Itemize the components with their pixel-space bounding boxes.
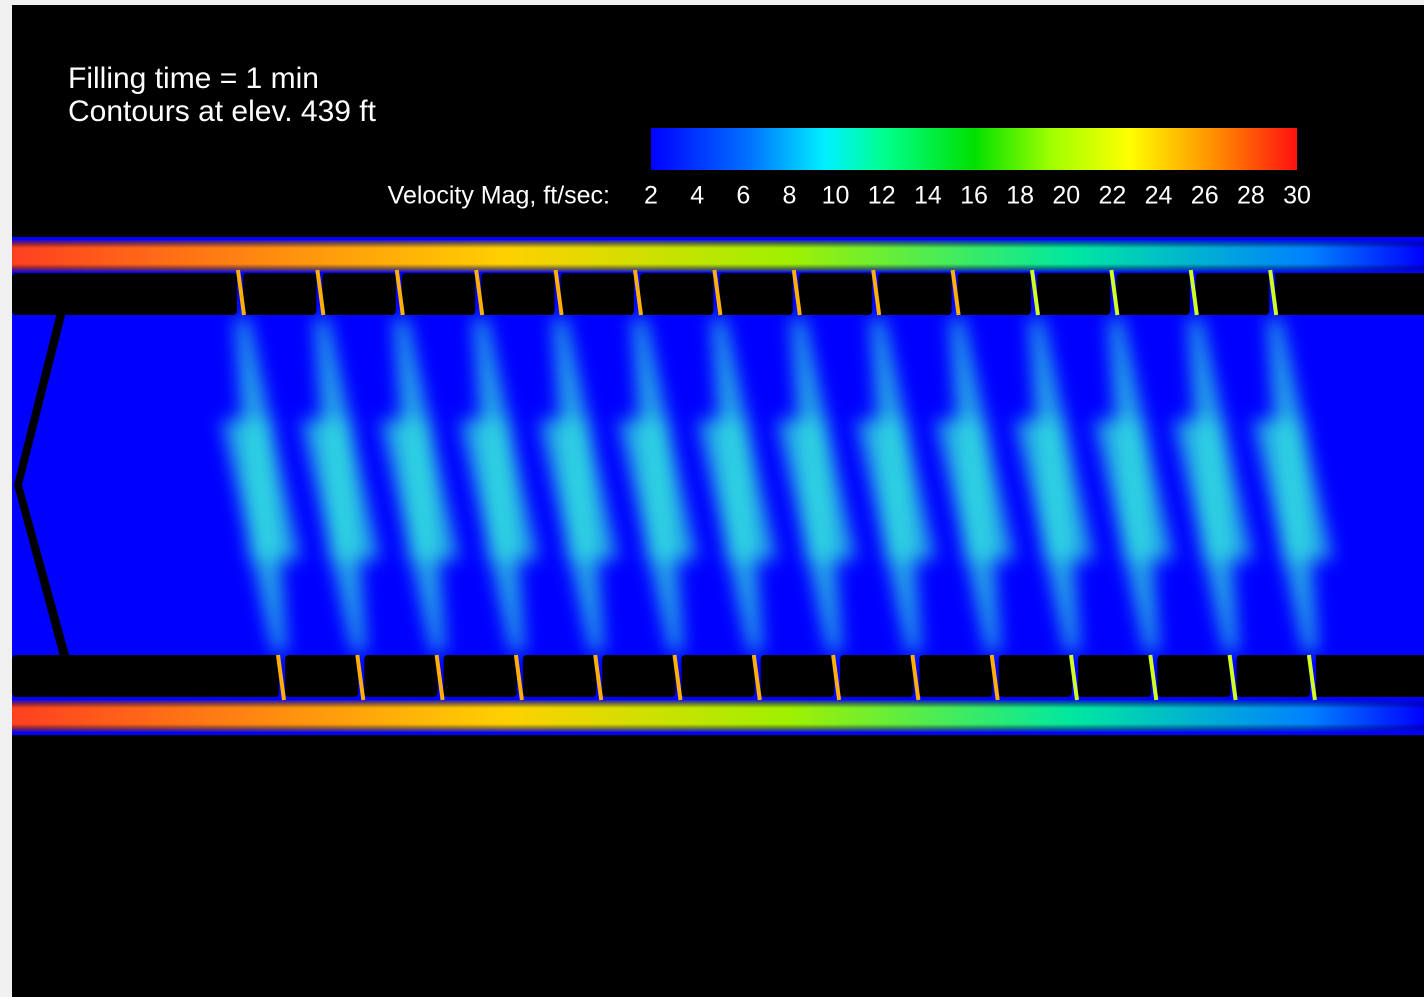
title-line: Filling time = 1 min (68, 62, 319, 95)
wall-segment (322, 273, 395, 315)
wall-segment (481, 273, 554, 315)
wall-segment (1037, 273, 1110, 315)
wall-segment (402, 273, 475, 315)
colorbar-label: Velocity Mag, ft/sec: (388, 182, 610, 210)
wall-segment (1275, 273, 1424, 315)
simulation-view: Filling time = 1 min Contours at elev. 4… (0, 0, 1424, 997)
colorbar-tick-label: 6 (736, 182, 750, 210)
colorbar-tick-label: 10 (822, 182, 850, 210)
wall-segment (682, 655, 755, 697)
culvert-edge (12, 240, 1424, 272)
wall-segment (719, 273, 792, 315)
wall-segment (919, 655, 992, 697)
wall-segment (444, 655, 517, 697)
colorbar-tick-label: 26 (1191, 182, 1219, 210)
page: {"header": {"lines": ["Filling time = 1 … (0, 0, 1424, 997)
colorbar-tick-label: 28 (1237, 182, 1265, 210)
wall-segment (364, 655, 437, 697)
wall-segment (285, 655, 358, 697)
culvert-edge (12, 700, 1424, 732)
colorbar-tick-label: 4 (690, 182, 704, 210)
colorbar-tick-label: 22 (1099, 182, 1127, 210)
wall-segment (878, 273, 951, 315)
wall-segment (1237, 655, 1310, 697)
wall-segment (561, 273, 634, 315)
wall-segment (12, 273, 237, 315)
colorbar-tick-label: 18 (1006, 182, 1034, 210)
colorbar (651, 128, 1297, 170)
wall-segment (1116, 273, 1189, 315)
wall-segment (761, 655, 834, 697)
wall-segment (840, 655, 913, 697)
wall-segment (602, 655, 675, 697)
title-line: Contours at elev. 439 ft (68, 95, 377, 128)
wall-segment (523, 655, 596, 697)
wall-segment (1196, 273, 1269, 315)
colorbar-tick-label: 16 (960, 182, 988, 210)
colorbar-tick-label: 20 (1052, 182, 1080, 210)
colorbar-tick-label: 24 (1145, 182, 1173, 210)
colorbar-tick-label: 30 (1283, 182, 1311, 210)
colorbar-tick-label: 2 (644, 182, 658, 210)
wall-segment (1157, 655, 1230, 697)
wall-segment (1316, 655, 1424, 697)
wall-segment (999, 655, 1072, 697)
colorbar-tick-label: 12 (868, 182, 896, 210)
wall-segment (799, 273, 872, 315)
wall-segment (640, 273, 713, 315)
colorbar-tick-label: 14 (914, 182, 942, 210)
wall-segment (958, 273, 1031, 315)
wall-segment (243, 273, 316, 315)
wall-segment (1078, 655, 1151, 697)
colorbar-tick-label: 8 (782, 182, 796, 210)
